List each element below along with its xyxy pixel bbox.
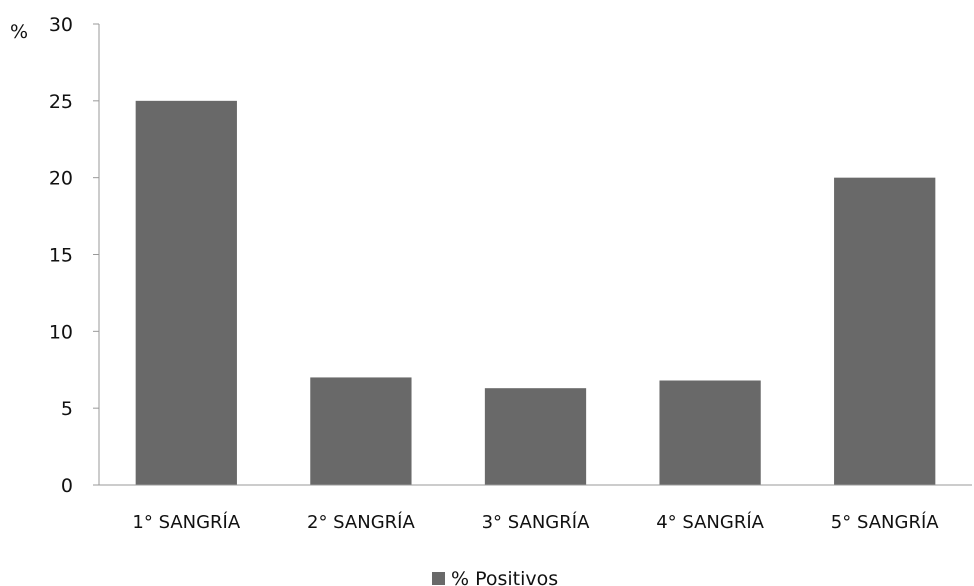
y-tick-label: 0: [61, 475, 73, 497]
legend-label: % Positivos: [451, 568, 558, 586]
x-category-label: 3° SANGRÍA: [482, 511, 590, 533]
bar: [484, 388, 587, 485]
y-tick-label: 15: [49, 245, 73, 267]
x-category-label: 2° SANGRÍA: [307, 511, 415, 533]
y-axis-unit-label: %: [10, 21, 28, 43]
bars: [135, 100, 936, 485]
legend: % Positivos: [432, 568, 558, 586]
y-tick-label: 10: [49, 321, 73, 343]
x-category-label: 5° SANGRÍA: [831, 511, 939, 533]
x-category-label: 4° SANGRÍA: [656, 511, 764, 533]
legend-swatch: [432, 572, 445, 585]
y-tick-label: 20: [49, 168, 73, 190]
bar: [659, 380, 761, 485]
bar: [310, 377, 412, 485]
y-tick-label: 5: [61, 398, 73, 420]
bar: [135, 100, 237, 485]
y-tick-label: 30: [49, 14, 73, 36]
x-category-label: 1° SANGRÍA: [132, 511, 240, 533]
x-axis-labels: 1° SANGRÍA 2° SANGRÍA 3° SANGRÍA 4° SANGRÍA…: [132, 511, 939, 533]
y-tick-label: 25: [49, 91, 73, 113]
bar: [834, 177, 936, 485]
y-axis-ticks: 0 5 10 15 20 25 30: [49, 14, 99, 497]
